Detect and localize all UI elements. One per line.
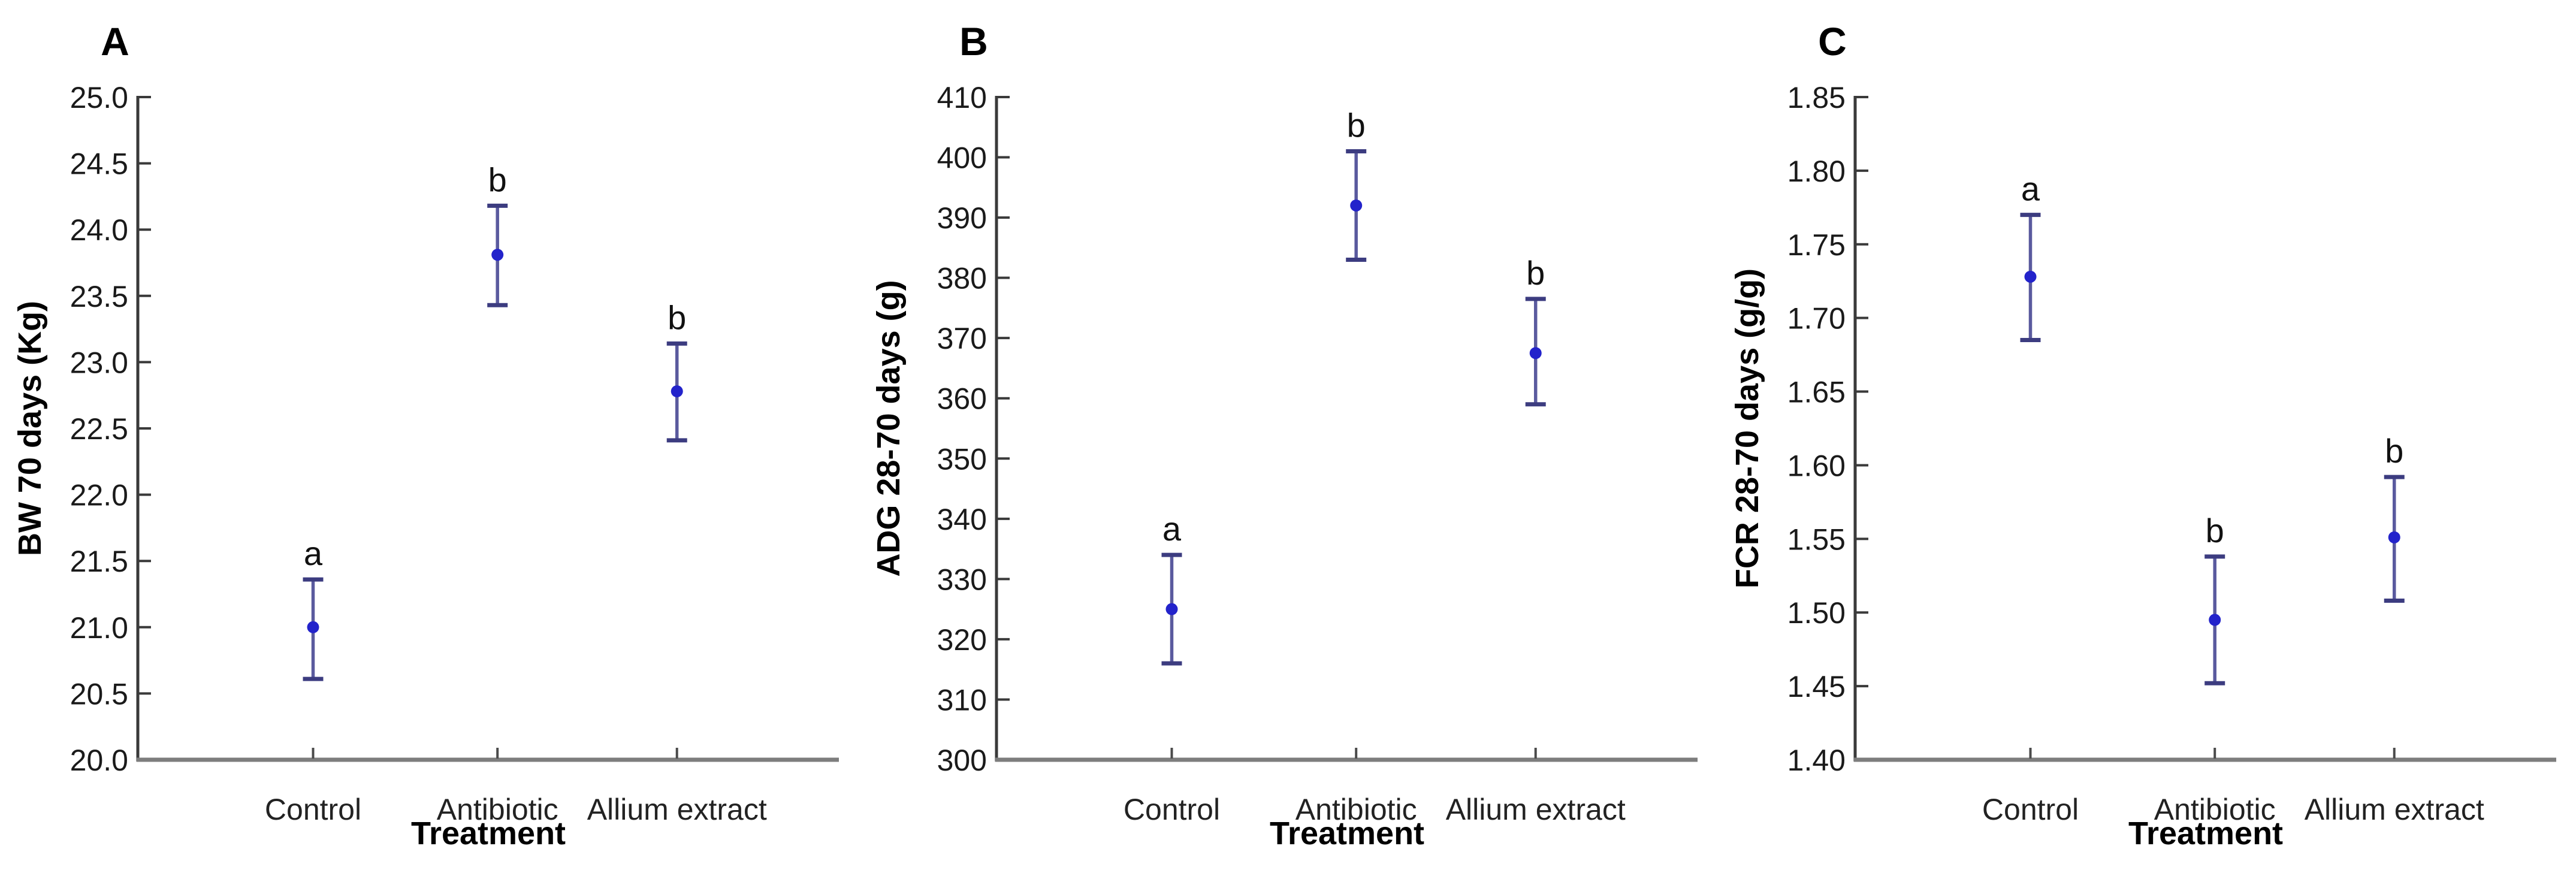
y-tick-label: 23.0 [70,346,128,379]
panel-letter: B [959,19,988,64]
sig-letter: a [1162,510,1182,548]
sig-letter: b [488,161,507,198]
category-label: Allium extract [1446,793,1626,826]
y-tick-label: 1.55 [1787,522,1846,556]
data-point [1529,347,1542,360]
sig-letter: b [1526,254,1545,292]
y-tick-label: 320 [937,623,987,657]
y-axis-title: FCR 28-70 days (g/g) [1729,268,1765,588]
y-tick-label: 1.85 [1787,81,1846,114]
category-label: Control [265,793,361,826]
y-tick-label: 370 [937,322,987,355]
y-tick-label: 1.40 [1787,744,1846,777]
category-label: Allium extract [587,793,767,826]
y-tick-label: 380 [937,262,987,295]
data-point [491,249,504,261]
category-label: Antibiotic [1295,793,1417,826]
y-tick-label: 1.60 [1787,449,1846,482]
data-point [2388,531,2400,543]
chart-panel-C: C 1.40 1.45 1.50 1.55 1.60 1.65 1.70 1.75 1.80 1.8… [1729,19,2556,851]
y-tick-label: 1.70 [1787,302,1846,336]
panel-B: B 300 310 320 330 340 350 360 370 380 390 400 410 ADG… [859,0,1717,873]
sig-letter: b [668,298,686,336]
y-tick-label: 1.65 [1787,376,1846,409]
y-tick-label: 1.50 [1787,596,1846,630]
category-label: Control [1982,793,2079,826]
data-point [307,621,319,633]
category-label: Antibiotic [2154,793,2276,826]
y-tick-label: 24.0 [70,213,128,247]
y-tick-label: 25.0 [70,81,128,114]
y-tick-label: 400 [937,141,987,175]
panel-A: A 20.0 20.5 21.0 21.5 22.0 22.5 23.0 23.5 24.0 24.… [0,0,859,873]
data-point [671,385,683,398]
data-point [1350,199,1363,212]
y-tick-label: 330 [937,563,987,596]
category-label: Allium extract [2305,793,2484,826]
sig-letter: a [2021,170,2040,208]
x-axis-title: Treatment [411,815,566,851]
y-tick-label: 350 [937,442,987,476]
y-tick-label: 20.0 [70,744,128,777]
y-tick-label: 1.80 [1787,155,1846,188]
y-tick-label: 410 [937,81,987,114]
x-axis-title: Treatment [2128,815,2283,851]
y-tick-label: 22.0 [70,479,128,512]
sig-letter: b [2206,512,2224,549]
data-point [1165,603,1178,615]
x-axis-title: Treatment [1270,815,1424,851]
panel-letter: C [1818,19,1847,64]
y-tick-label: 1.75 [1787,228,1846,262]
y-tick-label: 23.5 [70,280,128,313]
category-label: Antibiotic [437,793,558,826]
y-tick-label: 22.5 [70,412,128,446]
category-label: Control [1124,793,1220,826]
chart-panel-B: B 300 310 320 330 340 350 360 370 380 390 400 410 ADG… [871,19,1698,851]
panel-letter: A [101,19,129,64]
y-tick-label: 21.0 [70,611,128,645]
panel-C: C 1.40 1.45 1.50 1.55 1.60 1.65 1.70 1.75 1.80 1.8… [1717,0,2576,873]
y-tick-label: 360 [937,382,987,416]
data-point [2209,614,2221,626]
y-tick-label: 1.45 [1787,670,1846,703]
data-point [2024,270,2037,283]
y-tick-label: 340 [937,503,987,536]
chart-panel-A: A 20.0 20.5 21.0 21.5 22.0 22.5 23.0 23.5 24.0 24.… [12,19,839,851]
y-tick-label: 24.5 [70,147,128,181]
y-axis-title: BW 70 days (Kg) [12,301,48,556]
sig-letter: b [2385,432,2403,470]
y-tick-label: 310 [937,683,987,717]
y-axis-title: ADG 28-70 days (g) [871,280,907,576]
y-tick-label: 20.5 [70,677,128,711]
y-tick-label: 300 [937,744,987,777]
y-tick-label: 390 [937,201,987,235]
sig-letter: b [1347,106,1366,144]
sig-letter: a [304,534,323,572]
y-tick-label: 21.5 [70,545,128,578]
